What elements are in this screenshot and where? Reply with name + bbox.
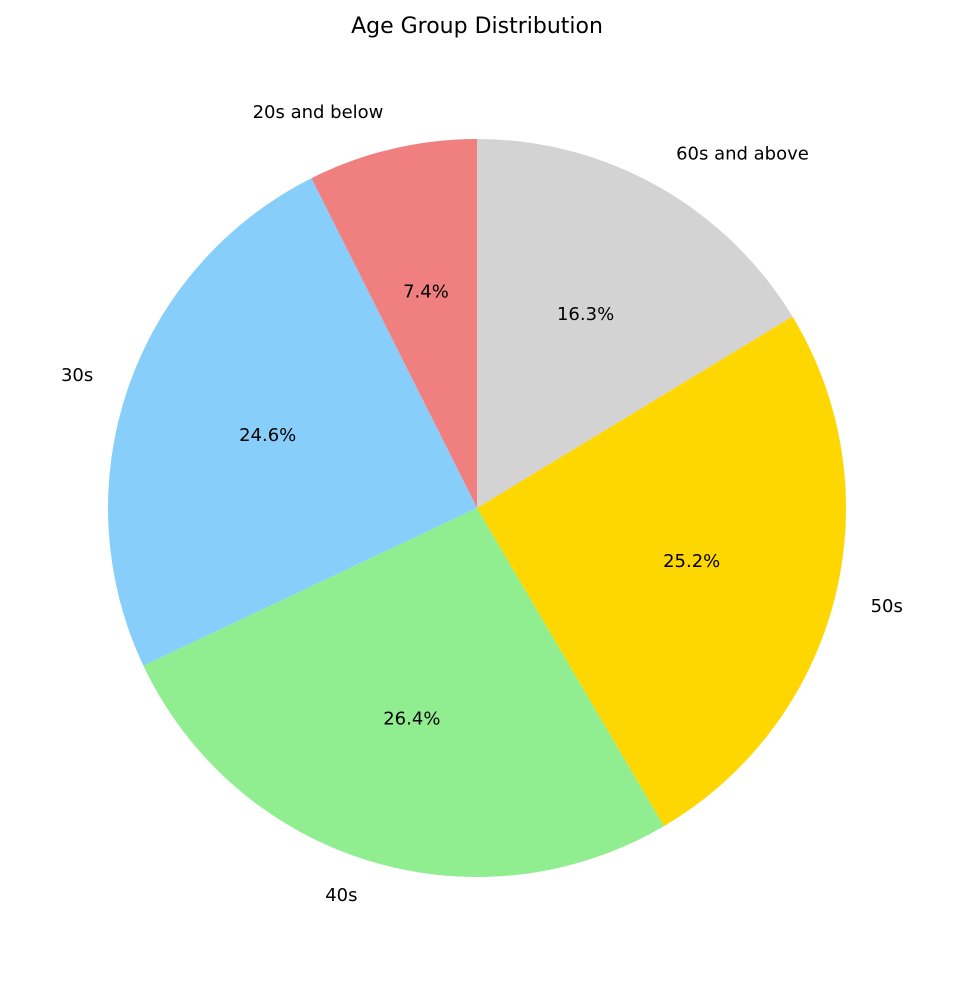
pie-slices: [107, 138, 846, 878]
slice-label-30s: 30s: [61, 365, 93, 386]
slice-percent-60s-and-above: 16.3%: [557, 304, 614, 325]
slice-label-50s: 50s: [871, 596, 903, 617]
pie-slice-20s-and-below: [311, 139, 477, 508]
slice-label-60s-and-above: 60s and above: [676, 143, 809, 164]
pie-slice-60s-and-above: [477, 138, 793, 508]
pie-labels: 20s and below 7.4% 30s 24.6% 40s 26.4% 50s 25.2…: [61, 102, 903, 906]
slice-percent-50s: 25.2%: [663, 551, 720, 572]
pie-slice-40s: [143, 508, 665, 878]
slice-label-40s: 40s: [325, 885, 357, 906]
slice-percent-40s: 26.4%: [383, 709, 440, 730]
slice-percent-20s-and-below: 7.4%: [403, 282, 449, 303]
pie-slice-30s: [107, 178, 477, 666]
slice-percent-30s: 24.6%: [239, 425, 296, 446]
slice-label-20s-and-below: 20s and below: [253, 102, 384, 123]
chart-title: Age Group Distribution: [351, 14, 603, 39]
pie-slice-50s: [477, 316, 846, 827]
